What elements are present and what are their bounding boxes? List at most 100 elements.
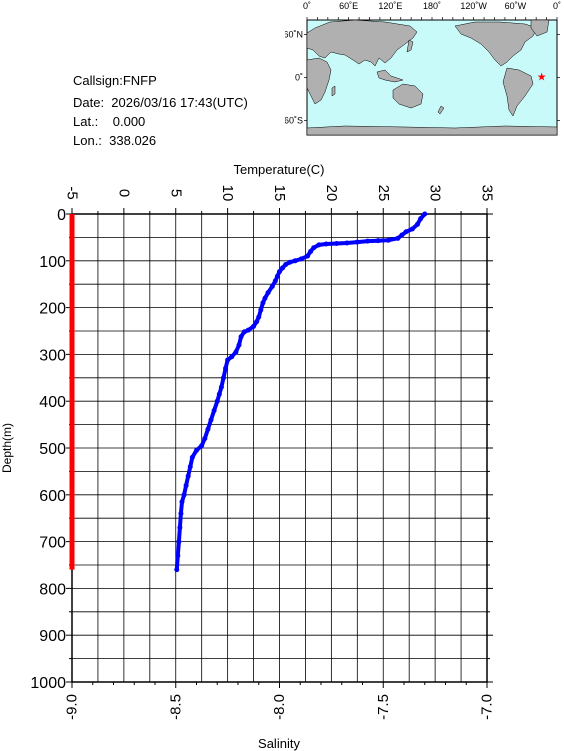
map-land-antarctica <box>306 125 558 136</box>
depth-tick-labels: 0 100 200 300 400 500 600 700 800 900 1000 <box>30 207 66 692</box>
map-land-indonesia <box>376 69 404 83</box>
temperature-point <box>178 511 184 517</box>
map-land-japan <box>406 39 414 53</box>
temperature-point <box>292 258 298 264</box>
depth-tick-label: 700 <box>39 535 66 552</box>
depth-tick-label: 200 <box>39 301 66 318</box>
temperature-tick-label: 20 <box>323 185 340 202</box>
temperature-point <box>229 354 235 360</box>
temperature-tick-label: 35 <box>479 185 496 202</box>
map-land-africa <box>306 57 332 105</box>
map-land-eurasia <box>306 19 418 67</box>
temperature-point <box>245 327 251 333</box>
temperature-point <box>395 235 401 241</box>
temperature-axis-title: Temperature(C) <box>233 162 324 177</box>
temperature-point <box>258 307 264 313</box>
temperature-point <box>365 238 371 244</box>
temperature-tick-label: 25 <box>375 185 392 202</box>
temperature-point <box>287 259 293 265</box>
map-lon-label: 120˚E <box>378 1 402 11</box>
temperature-tick-label: 0 <box>115 189 132 197</box>
map-lon-label: 120˚W <box>460 1 487 11</box>
depth-tick-label: 300 <box>39 347 66 364</box>
salinity-tick-label: -8.5 <box>167 694 184 720</box>
temperature-point <box>277 269 282 275</box>
map-land-madagascar <box>331 85 336 97</box>
temperature-point <box>179 499 185 505</box>
temperature-point <box>409 226 415 232</box>
temperature-point <box>220 375 226 381</box>
temperature-point <box>211 408 217 414</box>
longitude-label: Lon.: 338.026 <box>73 133 157 148</box>
map-lat-label: 60˚N <box>285 29 303 39</box>
salinity-tick-label: -8.0 <box>271 694 288 720</box>
temperature-series <box>174 211 428 573</box>
temperature-point <box>225 357 231 363</box>
salinity-tick-label: -7.5 <box>375 694 392 720</box>
temperature-point <box>334 240 340 246</box>
temperature-tick-label: -5 <box>64 186 81 199</box>
temperature-point <box>241 329 247 335</box>
temperature-point <box>414 221 420 227</box>
temperature-tick-label: 10 <box>219 185 236 202</box>
temperature-point <box>311 245 317 251</box>
temperature-point <box>274 273 280 279</box>
temperature-point <box>265 290 271 296</box>
temperature-point <box>187 464 193 470</box>
temperature-point <box>262 295 268 301</box>
map-land-north-america <box>454 21 538 67</box>
temperature-point <box>218 384 224 390</box>
temperature-point <box>176 539 182 545</box>
temperature-point <box>403 229 409 235</box>
temperature-point <box>202 436 208 442</box>
temperature-point <box>256 314 262 320</box>
latitude-label: Lat.: 0.000 <box>73 114 146 129</box>
temperature-point <box>181 492 187 498</box>
callsign-label: Callsign:FNFP <box>73 73 157 88</box>
temperature-point <box>385 237 391 243</box>
map-land-new-zealand <box>437 105 445 115</box>
map-lat-label: 0˚ <box>295 73 303 83</box>
depth-tick-label: 600 <box>39 488 66 505</box>
temperature-point <box>236 342 242 348</box>
temperature-tick-label: 5 <box>167 189 184 197</box>
map-land-south-america <box>502 67 534 117</box>
depth-tick-label: 0 <box>57 207 66 224</box>
temperature-point <box>298 256 304 262</box>
station-marker-star: ★ <box>537 72 547 84</box>
depth-tick-label: 1000 <box>30 675 66 692</box>
temperature-point <box>205 426 211 432</box>
temperature-tick-label: 30 <box>427 185 444 202</box>
depth-tick-label: 900 <box>39 628 66 645</box>
temperature-point <box>260 300 266 306</box>
temperature-point <box>189 454 195 460</box>
depth-tick-label: 800 <box>39 581 66 598</box>
temperature-point <box>308 248 314 254</box>
temperature-point <box>185 473 191 479</box>
map-lon-label: 0˚ <box>303 1 311 11</box>
temperature-point <box>183 482 189 488</box>
depth-tick-label: 100 <box>39 254 66 271</box>
temperature-point <box>199 443 205 449</box>
temperature-point <box>216 391 222 397</box>
temperature-point <box>251 323 257 329</box>
chart-grid <box>66 208 493 688</box>
temperature-point <box>280 265 286 271</box>
temperature-point <box>214 398 220 404</box>
temperature-point <box>208 417 214 423</box>
temperature-point <box>354 239 360 245</box>
temperature-point <box>375 238 381 244</box>
map-land <box>306 19 558 136</box>
depth-tick-label: 500 <box>39 441 66 458</box>
temperature-tick-label: 15 <box>271 185 288 202</box>
temperature-point <box>174 567 180 573</box>
temperature-point <box>223 365 229 371</box>
map-frame-ticks <box>304 17 560 121</box>
salinity-tick-label: -7.0 <box>479 694 496 720</box>
map-lon-label: 60˚E <box>339 1 358 11</box>
temperature-point <box>269 284 275 290</box>
temperature-point <box>323 241 329 247</box>
temperature-point <box>177 525 183 531</box>
temperature-point <box>233 349 239 355</box>
depth-axis-title: Depth(m) <box>0 423 14 473</box>
